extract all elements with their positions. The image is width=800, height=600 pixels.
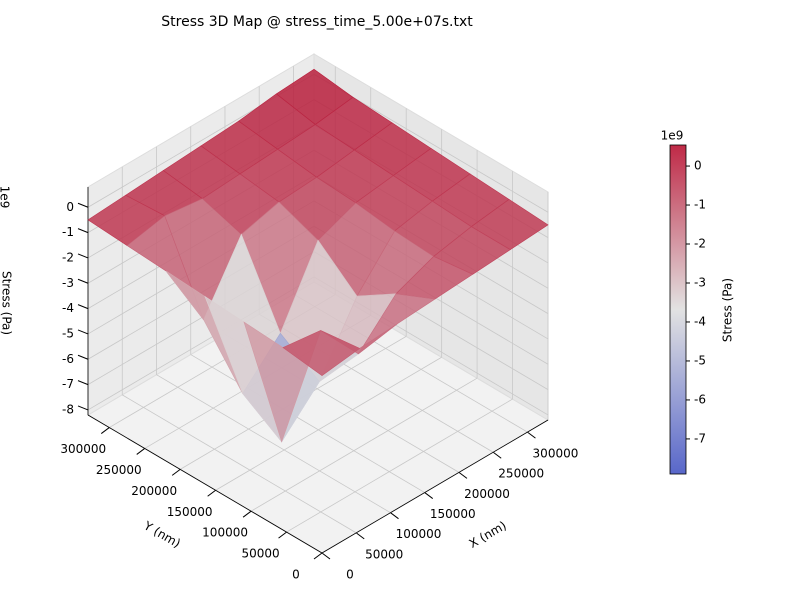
y-tick-label: 300000 xyxy=(60,442,106,456)
colorbar-tick-label: -3 xyxy=(694,275,706,289)
y-tick xyxy=(171,468,181,476)
x-tick-label: 0 xyxy=(346,568,354,582)
z-tick-label: -7 xyxy=(62,377,74,391)
z-tick-label: -8 xyxy=(62,402,74,416)
y-tick-label: 200000 xyxy=(131,484,177,498)
x-tick-label: 300000 xyxy=(533,447,579,461)
x-tick xyxy=(492,451,502,459)
x-tick-label: 50000 xyxy=(365,547,403,561)
y-axis-label: Y (nm) xyxy=(141,518,183,551)
z-tick xyxy=(77,329,89,335)
surface-patch xyxy=(282,330,361,377)
chart-title: Stress 3D Map @ stress_time_5.00e+07s.tx… xyxy=(161,14,473,30)
z-tick xyxy=(77,405,89,411)
y-tick xyxy=(207,489,216,497)
z-tick xyxy=(77,380,89,386)
colorbar-label: Stress (Pa) xyxy=(721,278,735,342)
z-tick xyxy=(77,354,89,360)
grid-line xyxy=(250,377,478,512)
grid-line xyxy=(286,398,513,533)
z-offset-label: 1e9 xyxy=(0,186,12,209)
z-tick-label: -2 xyxy=(62,250,74,264)
colorbar-tick-label: -7 xyxy=(694,431,706,445)
x-tick xyxy=(527,431,536,439)
y-tick-label: 50000 xyxy=(241,547,279,561)
z-tick xyxy=(77,253,89,259)
grid-line xyxy=(122,394,357,534)
x-tick xyxy=(390,512,399,520)
x-tick-label: 200000 xyxy=(464,487,510,501)
y-tick xyxy=(278,531,287,539)
y-tick xyxy=(136,448,146,455)
y-tick-label: 0 xyxy=(292,568,300,582)
grid-line xyxy=(190,354,425,493)
z-tick xyxy=(77,278,89,284)
colorbar-tick-label: -1 xyxy=(694,198,706,212)
x-tick xyxy=(355,532,365,540)
z-tick-label: -4 xyxy=(62,301,74,315)
axis-line xyxy=(87,414,323,554)
z-axis-label: Stress (Pa) xyxy=(0,271,14,335)
y-tick xyxy=(313,552,323,560)
x-tick xyxy=(424,492,434,499)
x-tick-label: 100000 xyxy=(396,527,442,541)
y-tick-label: 150000 xyxy=(167,505,213,519)
z-tick xyxy=(77,228,89,234)
z-tick-label: 0 xyxy=(66,200,74,214)
x-axis-label: X (nm) xyxy=(467,518,509,550)
y-tick xyxy=(242,510,252,518)
x-tick-label: 150000 xyxy=(430,507,476,521)
x-tick xyxy=(458,471,468,479)
colorbar-offset-label: 1e9 xyxy=(661,129,684,143)
z-tick-label: -5 xyxy=(62,326,74,340)
axis-line xyxy=(321,419,549,554)
z-tick-label: -1 xyxy=(62,225,74,239)
z-tick xyxy=(77,202,89,208)
colorbar-tick-label: 0 xyxy=(694,159,702,173)
colorbar-tick-label: -6 xyxy=(694,392,706,406)
colorbar-tick-label: -5 xyxy=(694,353,706,367)
x-tick xyxy=(321,552,331,560)
y-tick xyxy=(100,427,110,434)
y-tick-label: 250000 xyxy=(96,463,142,477)
z-tick xyxy=(77,304,89,310)
grid-line xyxy=(215,356,442,491)
z-tick-label: -3 xyxy=(62,276,74,290)
x-tick-label: 250000 xyxy=(498,467,544,481)
grid-line xyxy=(156,374,391,514)
y-tick-label: 100000 xyxy=(202,526,248,540)
colorbar-tick-label: -2 xyxy=(694,237,706,251)
colorbar xyxy=(669,144,687,475)
z-tick-label: -6 xyxy=(62,352,74,366)
colorbar-tick-label: -4 xyxy=(694,314,706,328)
